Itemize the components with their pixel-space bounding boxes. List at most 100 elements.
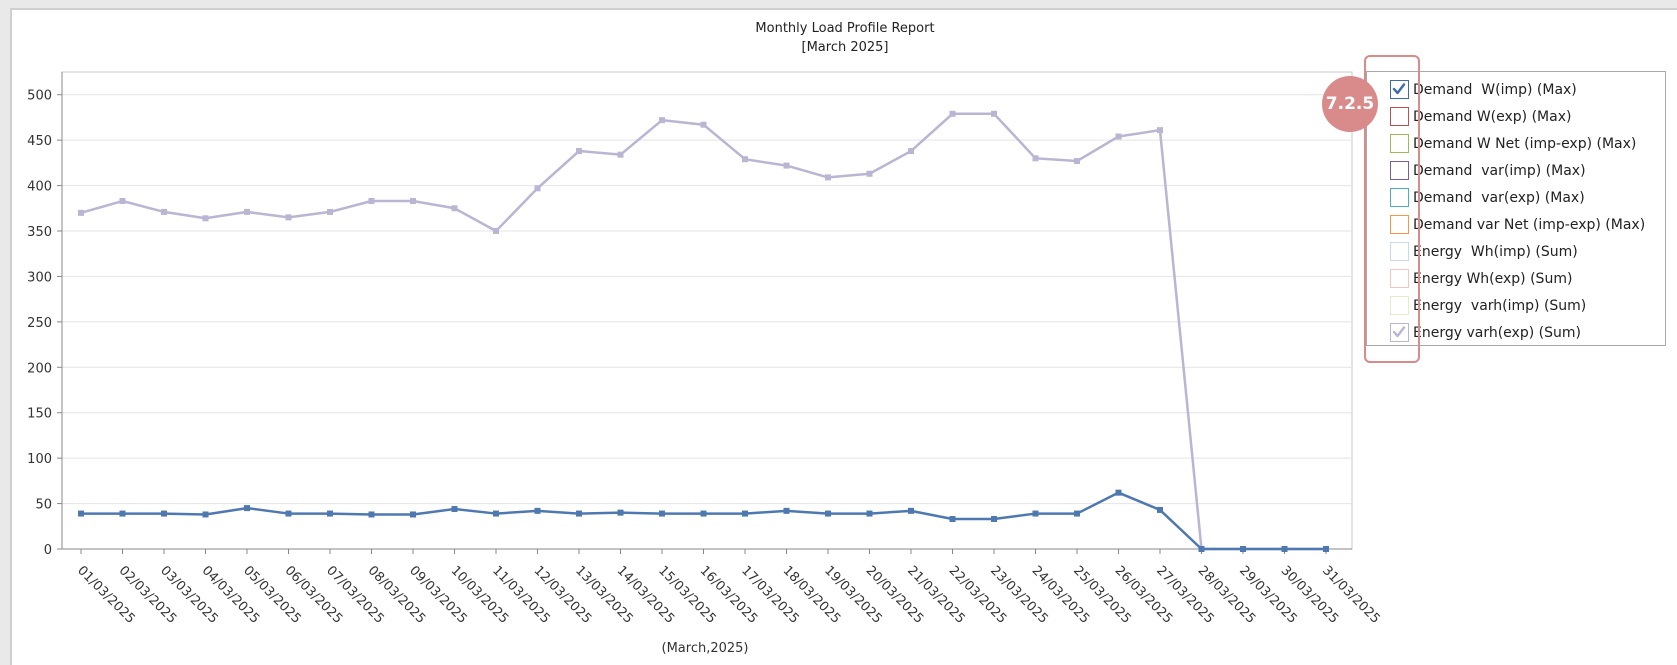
data-point — [617, 151, 624, 158]
data-point — [991, 110, 997, 117]
data-point — [119, 510, 126, 517]
legend-item-label: Energy Wh(imp) (Sum) — [1413, 243, 1578, 260]
chart-subtitle: [March 2025] — [802, 40, 889, 55]
data-point — [285, 510, 292, 517]
y-tick-label: 450 — [27, 134, 52, 149]
data-point — [866, 170, 873, 177]
data-point — [493, 228, 499, 234]
data-point — [534, 185, 541, 192]
data-point — [617, 509, 624, 516]
data-point — [1032, 155, 1039, 162]
data-point — [202, 215, 209, 222]
data-point — [78, 209, 84, 216]
data-point — [659, 117, 665, 124]
y-tick-label: 500 — [27, 89, 52, 104]
data-point — [119, 198, 126, 205]
legend-item[interactable]: Energy varh(exp) (Sum) — [1367, 319, 1665, 346]
chart-legend: Demand W(imp) (Max) Demand W(exp) (Max) De… — [1366, 71, 1666, 346]
legend-item[interactable]: Energy Wh(imp) (Sum) — [1367, 238, 1665, 265]
legend-item[interactable]: Energy Wh(exp) (Sum) — [1367, 265, 1665, 292]
checkbox-icon[interactable] — [1390, 242, 1409, 261]
data-point — [825, 510, 831, 517]
y-tick-label: 300 — [27, 270, 52, 285]
legend-item[interactable]: Demand var(imp) (Max) — [1367, 157, 1665, 184]
series-line — [80, 112, 1326, 551]
data-point — [742, 510, 748, 517]
data-point — [451, 205, 458, 212]
legend-item-label: Demand W(exp) (Max) — [1413, 108, 1572, 125]
legend-item-label: Demand W(imp) (Max) — [1413, 81, 1577, 98]
checkbox-icon[interactable] — [1390, 134, 1409, 153]
data-point — [368, 198, 375, 205]
data-point — [410, 511, 416, 518]
legend-item[interactable]: Demand var Net (imp-exp) (Max) — [1367, 211, 1665, 238]
y-tick-label: 0 — [44, 543, 52, 558]
legend-item[interactable]: Demand W Net (imp-exp) (Max) — [1367, 130, 1665, 157]
legend-item-label: Energy varh(imp) (Sum) — [1413, 297, 1587, 314]
data-point — [1198, 546, 1205, 552]
checkbox-icon[interactable] — [1390, 269, 1409, 288]
y-tick-label: 50 — [35, 498, 52, 513]
data-point — [161, 510, 167, 517]
data-point — [949, 516, 956, 523]
chart-title: Monthly Load Profile Report — [755, 21, 934, 36]
legend-item-label: Energy varh(exp) (Sum) — [1413, 324, 1581, 341]
legend-item[interactable]: Energy varh(imp) (Sum) — [1367, 292, 1665, 319]
data-point — [659, 510, 665, 517]
data-point — [949, 110, 956, 117]
data-point — [1157, 506, 1163, 513]
legend-item-label: Demand W Net (imp-exp) (Max) — [1413, 135, 1637, 152]
legend-checkbox-highlight — [1364, 55, 1420, 363]
legend-item[interactable]: Demand W(imp) (Max) — [1367, 76, 1665, 103]
legend-item-label: Demand var(imp) (Max) — [1413, 162, 1586, 179]
checked-checkbox-icon[interactable] — [1390, 80, 1409, 99]
legend-item[interactable]: Demand W(exp) (Max) — [1367, 103, 1665, 130]
data-point — [700, 510, 707, 517]
checkbox-icon[interactable] — [1390, 107, 1409, 126]
data-point — [783, 162, 790, 169]
data-point — [783, 507, 790, 514]
data-point — [161, 208, 167, 215]
data-point — [1115, 133, 1122, 140]
legend-item-label: Demand var(exp) (Max) — [1413, 189, 1585, 206]
y-tick-label: 150 — [27, 407, 52, 422]
data-point — [576, 148, 582, 155]
data-point — [327, 208, 333, 215]
y-tick-label: 100 — [27, 452, 52, 467]
x-axis-title: (March,2025) — [662, 641, 749, 656]
data-point — [908, 507, 914, 514]
data-point — [1032, 510, 1039, 517]
data-point — [700, 121, 707, 128]
data-point — [451, 506, 458, 513]
data-point — [368, 511, 375, 518]
checkbox-icon[interactable] — [1390, 215, 1409, 234]
data-point — [285, 214, 292, 221]
data-point — [493, 510, 499, 517]
data-point — [327, 510, 333, 517]
data-point — [1240, 546, 1246, 552]
data-point — [78, 510, 84, 517]
legend-item-label: Energy Wh(exp) (Sum) — [1413, 270, 1573, 287]
legend-item-label: Demand var Net (imp-exp) (Max) — [1413, 216, 1646, 233]
checkbox-icon[interactable] — [1390, 188, 1409, 207]
data-point — [202, 511, 209, 518]
data-point — [534, 507, 541, 514]
data-point — [1074, 510, 1080, 517]
y-tick-label: 350 — [27, 225, 52, 240]
step-badge: 7.2.5 — [1322, 76, 1378, 132]
data-point — [825, 174, 831, 181]
data-point — [576, 510, 582, 517]
plot-border — [61, 71, 1353, 550]
data-point — [742, 156, 748, 163]
legend-item[interactable]: Demand var(exp) (Max) — [1367, 184, 1665, 211]
series-line — [81, 491, 1326, 551]
data-point — [244, 208, 250, 215]
data-point — [991, 516, 997, 523]
data-point — [1157, 127, 1163, 134]
checkbox-icon[interactable] — [1390, 161, 1409, 180]
plot-area: 05010015020025030035040045050001/03/2025… — [27, 71, 1383, 627]
checked-checkbox-icon[interactable] — [1390, 323, 1409, 342]
data-point — [410, 198, 416, 205]
checkbox-icon[interactable] — [1390, 296, 1409, 315]
